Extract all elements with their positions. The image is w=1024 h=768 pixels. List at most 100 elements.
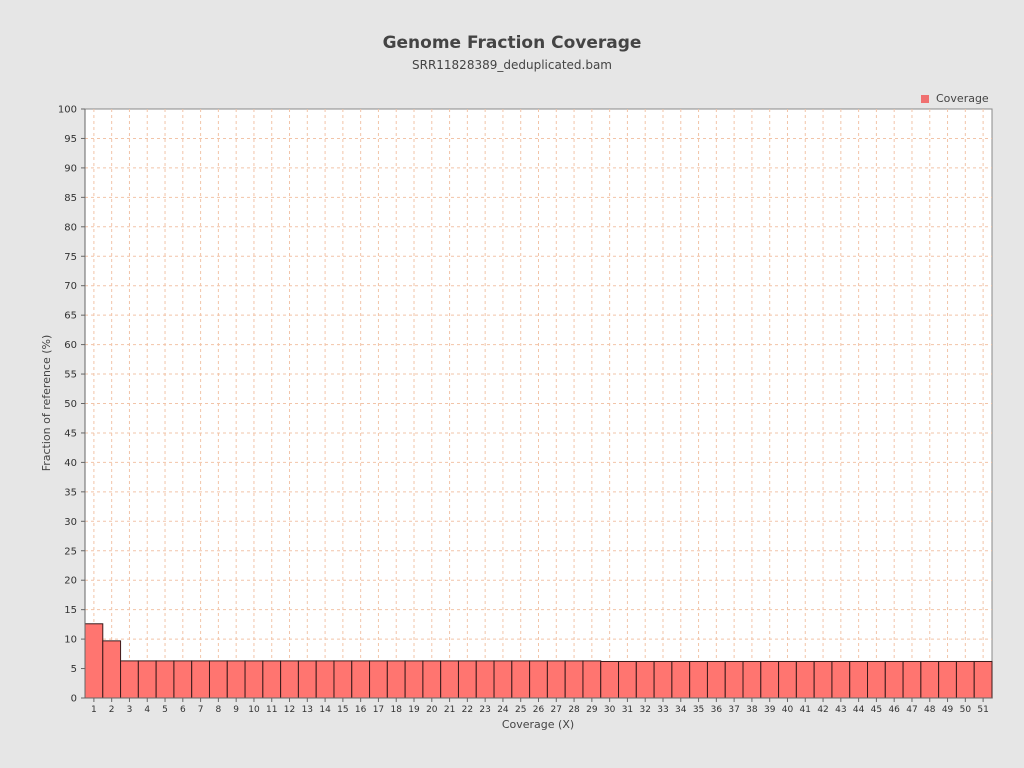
y-tick-label: 25 — [64, 546, 77, 557]
bar-45 — [867, 660, 886, 699]
y-tick-label: 100 — [58, 105, 77, 116]
x-tick-label: 32 — [639, 705, 650, 715]
x-tick-label: 22 — [462, 705, 473, 715]
x-tick-label: 11 — [266, 705, 277, 715]
bar-10 — [244, 660, 264, 699]
x-tick-label: 6 — [180, 705, 186, 715]
x-axis-label: Coverage (X) — [502, 718, 574, 731]
x-tick-label: 3 — [127, 705, 133, 715]
x-tick-label: 48 — [924, 705, 936, 715]
bar-46 — [884, 660, 904, 699]
x-tick-label: 4 — [144, 705, 150, 715]
x-tick-label: 7 — [198, 705, 204, 715]
bar-49 — [938, 660, 957, 699]
x-tick-label: 27 — [551, 705, 562, 715]
x-tick-label: 38 — [746, 705, 758, 715]
x-tick-label: 9 — [233, 705, 239, 715]
x-tick-label: 2 — [109, 705, 115, 715]
y-tick-label: 65 — [64, 311, 77, 322]
x-tick-label: 37 — [728, 705, 739, 715]
bar-18 — [386, 660, 406, 699]
bar-9 — [226, 660, 246, 699]
bar-6 — [173, 660, 193, 699]
x-tick-label: 23 — [479, 705, 490, 715]
bar-3 — [120, 660, 139, 699]
bar-24 — [493, 660, 513, 699]
bar-31 — [618, 660, 637, 699]
x-tick-label: 42 — [817, 705, 828, 715]
bar-34 — [671, 660, 691, 699]
x-tick-label: 12 — [284, 705, 295, 715]
bar-47 — [902, 660, 922, 699]
x-tick-label: 26 — [533, 705, 545, 715]
x-tick-label: 41 — [800, 705, 811, 715]
y-tick-label: 55 — [64, 370, 77, 381]
bar-44 — [849, 660, 869, 699]
bar-16 — [351, 660, 371, 699]
x-tick-label: 18 — [390, 705, 402, 715]
y-tick-label: 0 — [71, 694, 77, 705]
x-tick-label: 24 — [497, 705, 509, 715]
bar-27 — [546, 660, 566, 699]
bar-39 — [760, 660, 780, 699]
x-tick-label: 40 — [782, 705, 794, 715]
bar-1 — [84, 623, 104, 699]
y-tick-label: 90 — [64, 163, 77, 174]
x-tick-label: 47 — [906, 705, 917, 715]
x-tick-label: 30 — [604, 705, 616, 715]
bar-50 — [955, 660, 975, 699]
legend-label: Coverage — [936, 92, 989, 105]
bar-43 — [831, 660, 851, 699]
bar-8 — [208, 660, 228, 699]
y-tick-label: 30 — [64, 517, 77, 528]
y-tick-label: 40 — [64, 458, 77, 469]
x-tick-label: 19 — [408, 705, 420, 715]
x-tick-label: 10 — [248, 705, 260, 715]
bar-19 — [404, 660, 424, 699]
bar-33 — [653, 660, 673, 699]
legend-marker — [921, 95, 929, 103]
bar-11 — [262, 660, 282, 699]
y-tick-label: 50 — [64, 399, 77, 410]
x-tick-label: 51 — [977, 705, 988, 715]
y-axis-ticks: 0 5 10 15 20 25 30 35 40 45 50 55 60 65 70 75 80 85 90 95 10… — [58, 105, 85, 705]
x-tick-label: 20 — [426, 705, 438, 715]
bar-7 — [191, 660, 210, 699]
x-tick-label: 15 — [337, 705, 348, 715]
x-tick-label: 46 — [888, 705, 900, 715]
x-tick-label: 44 — [853, 705, 865, 715]
x-tick-label: 34 — [675, 705, 687, 715]
bar-4 — [137, 660, 157, 699]
bar-41 — [795, 660, 815, 699]
bar-38 — [742, 660, 762, 699]
x-tick-label: 17 — [373, 705, 384, 715]
bar-20 — [422, 660, 442, 699]
bar-2 — [102, 640, 122, 699]
bar-22 — [457, 660, 477, 699]
bar-35 — [689, 660, 708, 699]
legend: Coverage — [921, 92, 989, 105]
y-tick-label: 85 — [64, 193, 77, 204]
y-tick-label: 5 — [71, 664, 77, 675]
x-tick-label: 39 — [764, 705, 776, 715]
bar-15 — [333, 660, 353, 699]
bar-21 — [440, 660, 459, 699]
x-tick-label: 8 — [216, 705, 222, 715]
x-tick-label: 1 — [91, 705, 97, 715]
x-tick-label: 45 — [871, 705, 882, 715]
y-tick-label: 60 — [64, 340, 77, 351]
chart-subtitle: SRR11828389_deduplicated.bam — [412, 58, 612, 72]
y-tick-label: 70 — [64, 281, 77, 292]
bar-40 — [778, 660, 797, 699]
chart-title: Genome Fraction Coverage — [383, 33, 642, 53]
x-tick-label: 29 — [586, 705, 598, 715]
y-axis-label: Fraction of reference (%) — [40, 335, 53, 472]
y-tick-label: 75 — [64, 252, 77, 263]
bar-17 — [369, 660, 388, 699]
x-tick-label: 36 — [711, 705, 723, 715]
bar-5 — [155, 660, 175, 699]
bar-23 — [475, 660, 495, 699]
bar-51 — [973, 660, 993, 699]
bars — [84, 623, 993, 699]
